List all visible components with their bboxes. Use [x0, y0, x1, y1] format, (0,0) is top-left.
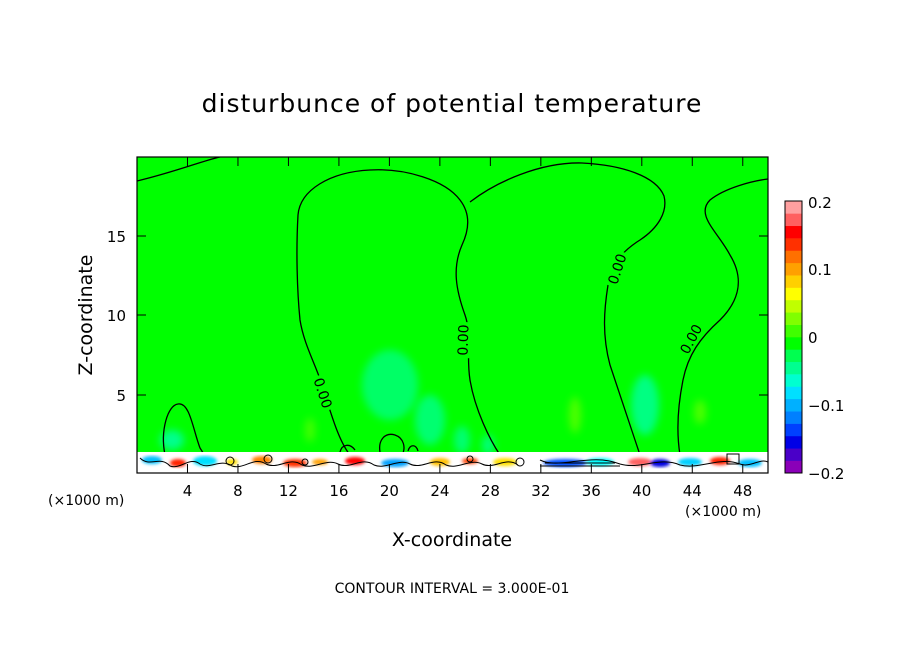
x-axis: 4 8 12 16 20 24 28 32 36 40 44 48 (×1000 m) (×1000 … — [48, 157, 761, 551]
x-tick-label: 48 — [733, 482, 752, 500]
colorbar-cell — [785, 423, 802, 437]
colorbar-tick: 0.2 — [808, 194, 832, 212]
colorbar-tick: −0.1 — [808, 397, 844, 415]
contour-label-2: 0.00 — [455, 324, 472, 356]
colorbar-cell — [785, 213, 802, 227]
x-tick-label: 28 — [481, 482, 500, 500]
y-tick-label: 5 — [116, 387, 126, 405]
colorbar-frame — [784, 200, 803, 474]
colorbar-cell — [785, 411, 802, 424]
contour-small-1 — [379, 433, 405, 456]
colorbar-cell — [785, 250, 802, 264]
colorbar-tick: 0 — [808, 329, 818, 347]
x-tick-label: 12 — [279, 482, 298, 500]
contour-interval-note: CONTOUR INTERVAL = 3.000E-01 — [335, 581, 570, 597]
y-axis-label: Z-coordinate — [75, 255, 97, 376]
contour-3 — [677, 178, 768, 456]
colorbar-cell — [785, 299, 802, 313]
colorbar-cell — [785, 337, 802, 350]
colorbar-cell — [785, 312, 802, 325]
plot-area: 0.00 0.00 0.00 0.00 — [137, 157, 768, 473]
x-tick-label: 24 — [430, 482, 449, 500]
anomaly-patches — [160, 350, 706, 455]
x-tick-label: 20 — [380, 482, 399, 500]
colorbar-cell — [785, 324, 802, 338]
x-tick-label: 40 — [632, 482, 651, 500]
x-axis-label: X-coordinate — [392, 529, 512, 551]
colorbar-cell — [785, 201, 802, 214]
colorbar-cell — [785, 225, 802, 239]
x-unit-right: (×1000 m) — [685, 504, 761, 520]
patch-warm-2 — [694, 400, 706, 424]
x-tick-label: 44 — [683, 482, 702, 500]
colorbar-cell — [785, 460, 802, 474]
colorbar-cell — [785, 374, 802, 387]
x-tick-label: 16 — [329, 482, 348, 500]
contour-2 — [469, 162, 666, 456]
colorbar: 0.2 0.1 0 −0.1 −0.2 — [784, 194, 844, 483]
y-tick-label: 10 — [107, 307, 126, 325]
colorbar-cell — [785, 448, 802, 461]
patch-cool-1 — [362, 350, 418, 420]
colorbar-tick: 0.1 — [808, 261, 832, 279]
colorbar-cell — [785, 275, 802, 288]
contour-bump — [162, 403, 206, 457]
colorbar-cell — [785, 262, 802, 276]
contour-small-3 — [407, 445, 419, 452]
patch-cool-4 — [160, 430, 184, 450]
x-tick-label: 32 — [531, 482, 550, 500]
contour-small-2 — [339, 444, 356, 453]
y-tick-label: 15 — [107, 228, 126, 246]
field-background — [137, 157, 768, 473]
surface-band — [137, 452, 768, 473]
colorbar-cell — [785, 435, 802, 449]
colorbar-cell — [785, 398, 802, 412]
colorbar-cell — [785, 287, 802, 301]
patch-cool-3 — [631, 375, 659, 435]
patch-cool-5 — [454, 426, 470, 454]
colorbar-cell — [785, 349, 802, 363]
x-unit-left: (×1000 m) — [48, 493, 124, 509]
surface-contours — [139, 453, 768, 468]
colorbar-tick: −0.2 — [808, 465, 844, 483]
x-tick-label: 8 — [233, 482, 243, 500]
x-tick-label: 4 — [183, 482, 193, 500]
y-axis: 5 10 15 Z-coordinate — [75, 228, 768, 405]
patch-cool-2 — [415, 395, 445, 445]
chart-title: disturbunce of potential temperature — [202, 89, 703, 118]
colorbar-cell — [785, 361, 802, 375]
colorbar-cell — [785, 386, 802, 400]
contour-topleft — [137, 157, 221, 182]
x-tick-label: 36 — [582, 482, 601, 500]
colorbar-cell — [785, 238, 802, 251]
patch-warm-3 — [305, 418, 315, 442]
surface-layer — [137, 452, 768, 473]
patch-warm-1 — [569, 397, 581, 433]
